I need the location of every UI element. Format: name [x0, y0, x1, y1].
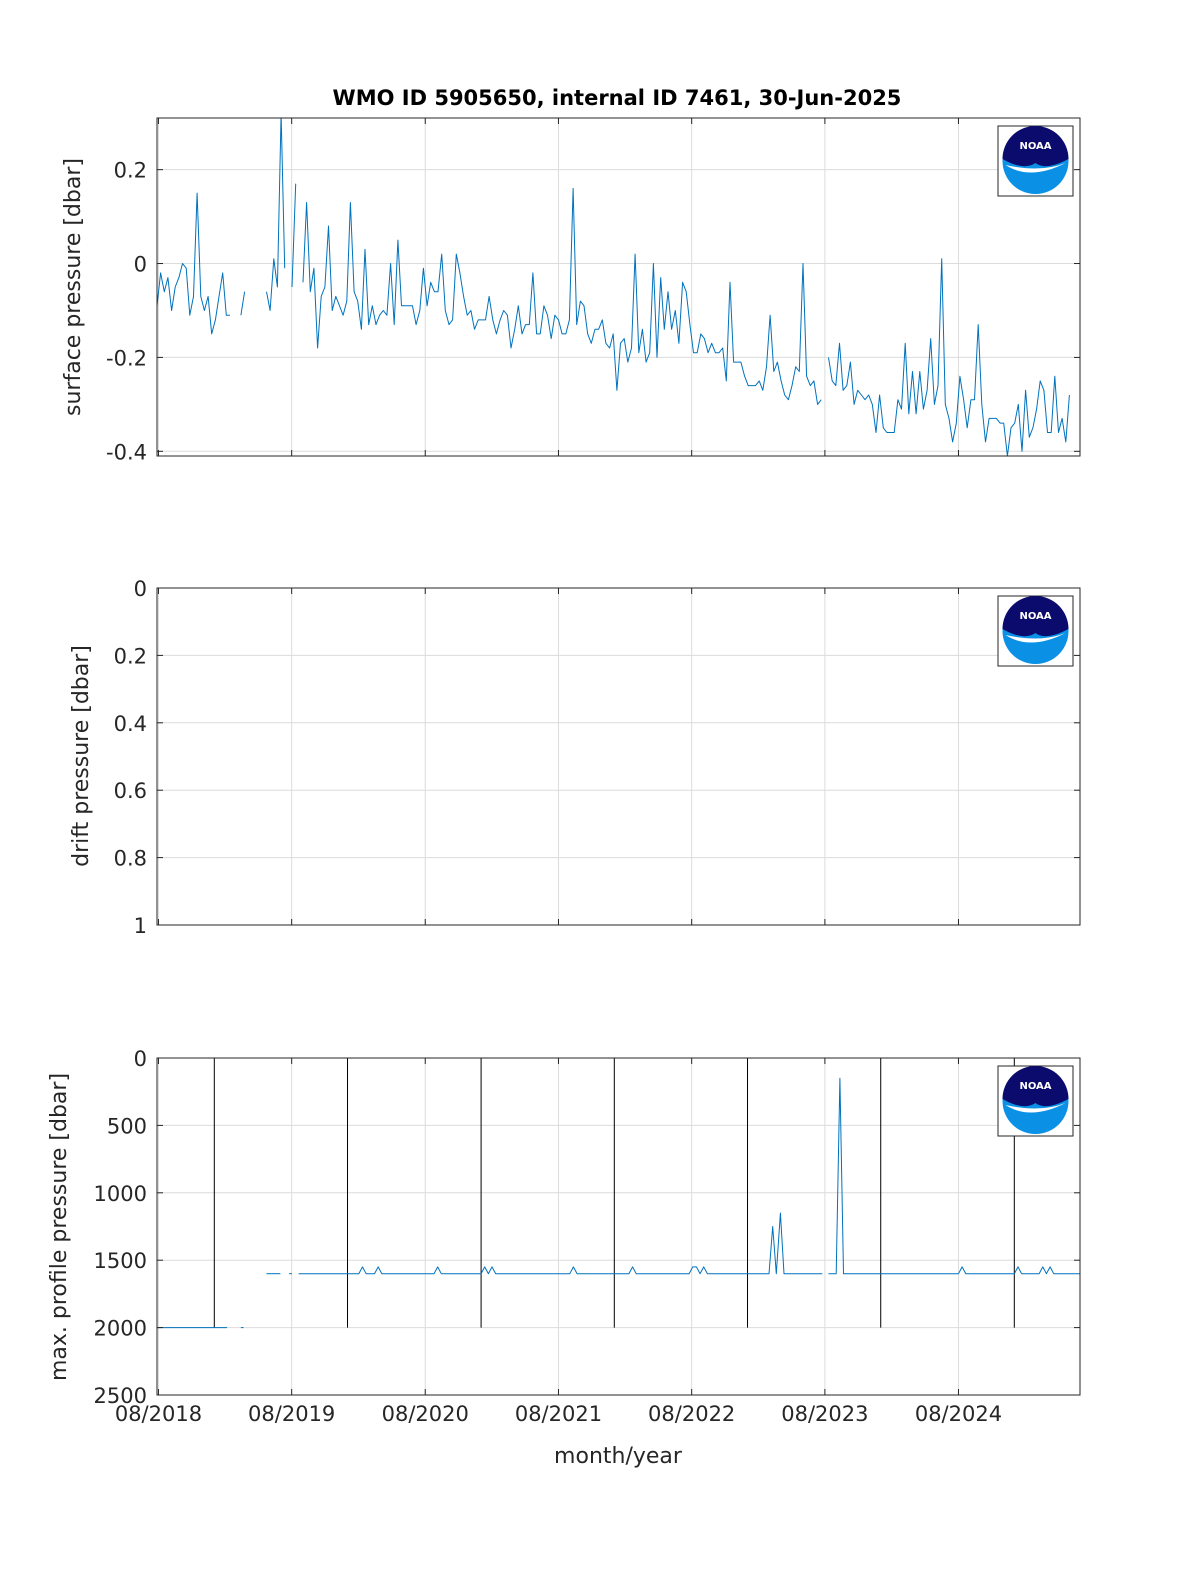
panel-1: 0.2 0 -0.2 -0.4 surface pressure [dbar] NOAA [61, 117, 1081, 464]
y-tick-label: 2000 [94, 1317, 147, 1341]
y-tick-label: 1 [134, 914, 147, 938]
y-tick-label: -0.2 [106, 346, 147, 370]
y-tick-label: 500 [107, 1114, 147, 1138]
x-axis-label: month/year [554, 1444, 683, 1469]
data-line [828, 1077, 1080, 1275]
y-tick-label: 0 [134, 253, 147, 277]
x-tick-label: 08/2020 [382, 1402, 469, 1426]
y-tick-label: 0.2 [114, 644, 147, 668]
y-tick-label: 1500 [94, 1249, 147, 1273]
data-line [157, 192, 230, 335]
x-tick-label: 08/2021 [515, 1402, 602, 1426]
panel-2: 0 0.2 0.4 0.6 0.8 1 drift pressure [dbar] NOAA [69, 577, 1081, 938]
noaa-logo-icon: NOAA [997, 125, 1074, 197]
y-tick-label: 0.4 [114, 712, 147, 736]
data-line [266, 118, 286, 311]
y-tick-label: 0.2 [114, 159, 147, 183]
x-tick-label: 08/2022 [648, 1402, 735, 1426]
svg-text:NOAA: NOAA [1019, 611, 1051, 622]
chart-title: WMO ID 5905650, internal ID 7461, 30-Jun… [333, 86, 902, 110]
data-line [828, 258, 1070, 456]
svg-text:NOAA: NOAA [1019, 1081, 1051, 1092]
axes-box [156, 1057, 1081, 1396]
y-tick-label: 0.6 [114, 779, 147, 803]
data-line [291, 183, 297, 288]
svg-text:NOAA: NOAA [1019, 141, 1051, 152]
x-tick-label: 08/2018 [115, 1402, 202, 1426]
data-line [298, 1212, 823, 1275]
y-tick-label: 2500 [94, 1384, 147, 1408]
noaa-logo-icon: NOAA [997, 595, 1074, 667]
data-line [240, 291, 246, 316]
x-tick-label: 08/2023 [781, 1402, 868, 1426]
y-tick-label: 0 [134, 577, 147, 601]
y-tick-label: 0 [134, 1047, 147, 1071]
axes-box [156, 117, 1081, 457]
y-axis-label: surface pressure [dbar] [61, 158, 86, 416]
y-tick-label: 1000 [94, 1182, 147, 1206]
y-axis-label: drift pressure [dbar] [69, 645, 94, 867]
noaa-logo-icon: NOAA [997, 1065, 1074, 1137]
y-tick-label: 0.8 [114, 847, 147, 871]
axes-box [156, 587, 1081, 926]
y-axis-label: max. profile pressure [dbar] [47, 1073, 72, 1381]
data-line [302, 187, 822, 405]
y-tick-label: -0.4 [106, 440, 147, 464]
x-tick-label: 08/2024 [915, 1402, 1002, 1426]
x-tick-label: 08/2019 [248, 1402, 335, 1426]
